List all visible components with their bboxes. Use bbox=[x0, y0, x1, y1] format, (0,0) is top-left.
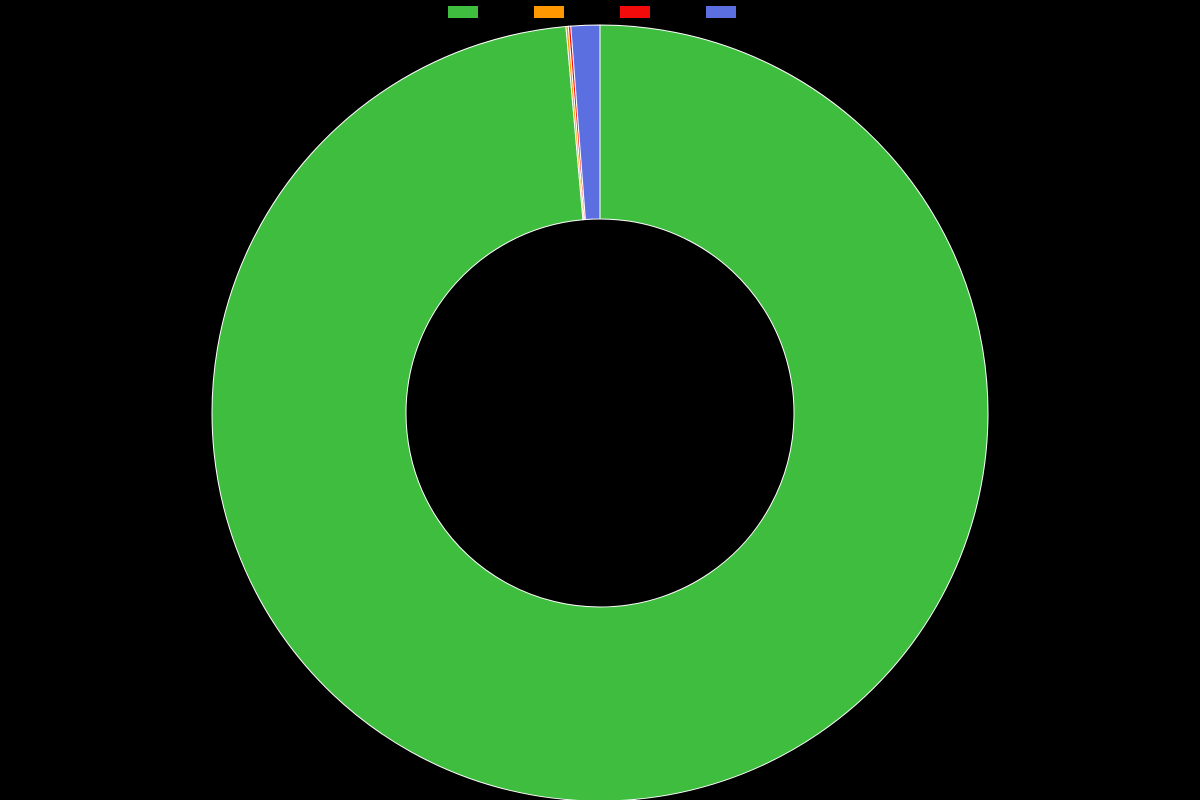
donut-chart-container bbox=[0, 0, 1200, 800]
legend-item bbox=[448, 6, 494, 18]
legend-item bbox=[706, 6, 752, 18]
legend-item bbox=[534, 6, 580, 18]
donut-chart bbox=[211, 24, 989, 800]
legend-swatch bbox=[534, 6, 564, 18]
legend-item bbox=[620, 6, 666, 18]
chart-legend bbox=[0, 6, 1200, 18]
legend-swatch bbox=[448, 6, 478, 18]
legend-swatch bbox=[706, 6, 736, 18]
legend-swatch bbox=[620, 6, 650, 18]
donut-holder bbox=[211, 24, 989, 800]
